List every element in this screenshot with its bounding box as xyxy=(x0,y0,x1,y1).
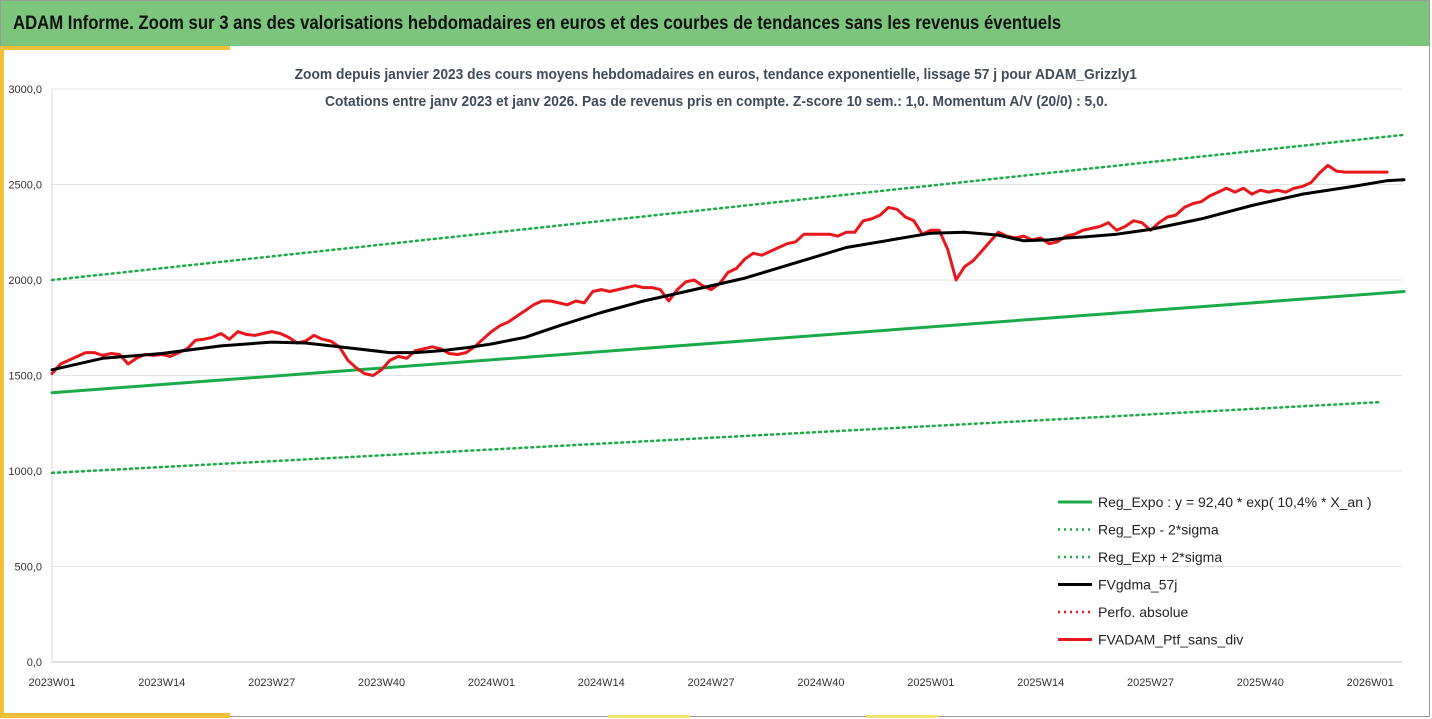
x-tick-label: 2024W14 xyxy=(578,677,625,689)
x-tick-label: 2023W14 xyxy=(138,677,185,689)
x-tick-label: 2023W40 xyxy=(358,677,405,689)
x-tick-label: 2024W01 xyxy=(468,677,515,689)
series-lines xyxy=(50,133,1406,475)
series-line-3 xyxy=(50,178,1406,372)
y-tick-label: 1500,0 xyxy=(8,371,42,383)
x-tick-label: 2026W01 xyxy=(1347,677,1394,689)
accent-bar-bottom xyxy=(0,713,230,718)
legend-label: Reg_Expo : y = 92,40 * exp( 10,4% * X_an… xyxy=(1098,494,1372,510)
series-line-2 xyxy=(50,133,1406,282)
y-axis-ticks: 0,0 500,0 1000,0 1500,0 2000,0 2500,0 3000,0 xyxy=(8,84,42,669)
legend-label: FVADAM_Ptf_sans_div xyxy=(1098,632,1243,648)
report-title: ADAM Informe. Zoom sur 3 ans des valoris… xyxy=(13,12,1062,34)
legend-label: Reg_Exp - 2*sigma xyxy=(1098,522,1219,538)
legend: Reg_Expo : y = 92,40 * exp( 10,4% * X_an… xyxy=(1058,494,1372,648)
report-header: ADAM Informe. Zoom sur 3 ans des valoris… xyxy=(1,1,1429,46)
x-axis-ticks: 2023W01 2023W14 2023W27 2023W40 2024W01 2024W… xyxy=(28,677,1393,689)
chart-subtitle: Cotations entre janv 2023 et janv 2026. … xyxy=(324,93,1108,110)
gridlines xyxy=(51,88,1402,663)
x-tick-label: 2025W14 xyxy=(1017,677,1064,689)
legend-label: Perfo. absolue xyxy=(1098,604,1188,620)
series-line-1 xyxy=(50,400,1380,475)
series-line-0 xyxy=(50,290,1406,395)
x-tick-label: 2024W27 xyxy=(688,677,735,689)
legend-label: FVgdma_57j xyxy=(1098,577,1177,593)
y-tick-label: 3000,0 xyxy=(8,84,42,96)
y-tick-label: 1000,0 xyxy=(8,466,42,478)
y-tick-label: 2000,0 xyxy=(8,275,42,287)
x-tick-label: 2025W01 xyxy=(907,677,954,689)
y-tick-label: 0,0 xyxy=(27,657,42,669)
x-tick-label: 2023W27 xyxy=(248,677,295,689)
bottom-marker xyxy=(608,715,690,718)
x-tick-label: 2025W40 xyxy=(1237,677,1284,689)
bottom-marker xyxy=(866,715,938,718)
chart-title: Zoom depuis janvier 2023 des cours moyen… xyxy=(294,66,1138,83)
x-tick-label: 2023W01 xyxy=(28,677,75,689)
legend-label: Reg_Exp + 2*sigma xyxy=(1098,549,1222,565)
x-tick-label: 2024W40 xyxy=(797,677,844,689)
y-tick-label: 2500,0 xyxy=(8,180,42,192)
accent-bar-left xyxy=(0,46,4,717)
x-tick-label: 2025W27 xyxy=(1127,677,1174,689)
y-tick-label: 500,0 xyxy=(14,562,42,574)
accent-bar-top xyxy=(0,46,230,50)
